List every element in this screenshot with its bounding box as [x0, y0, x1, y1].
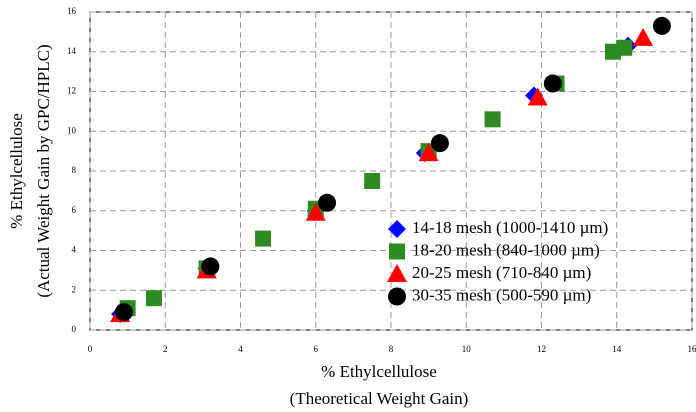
y-tick-label: 12	[67, 86, 76, 96]
point	[364, 172, 381, 189]
point	[318, 193, 337, 212]
y-tick-label: 8	[72, 165, 77, 175]
point	[633, 27, 654, 46]
x-tick-label: 14	[612, 344, 622, 354]
y-tick-label: 14	[67, 46, 77, 56]
y-tick-label: 6	[72, 205, 77, 215]
x-tick-label: 12	[537, 344, 546, 354]
point	[418, 143, 439, 162]
point	[652, 16, 671, 35]
point	[484, 111, 501, 128]
point	[305, 202, 326, 221]
y-tick-label: 2	[72, 284, 77, 294]
x-tick-label: 2	[163, 344, 168, 354]
x-tick-label: 0	[88, 344, 93, 354]
x-axis-title: (Theoretical Weight Gain)	[290, 389, 469, 408]
y-tick-label: 4	[72, 245, 77, 255]
y-tick-label: 10	[67, 125, 77, 135]
point	[114, 303, 133, 322]
y-axis-title: % Ethylcellulose	[7, 113, 26, 229]
legend-label: 20-25 mesh (710-840 µm)	[412, 263, 591, 282]
x-tick-label: 6	[314, 344, 319, 354]
point	[543, 74, 562, 93]
x-tick-label: 16	[688, 344, 696, 354]
legend-marker	[388, 287, 406, 306]
point	[527, 87, 548, 106]
legend-marker	[387, 264, 407, 282]
y-tick-label: 0	[72, 324, 77, 334]
point	[145, 290, 162, 307]
y-tick-label: 16	[67, 6, 77, 16]
x-axis-title: % Ethylcellulose	[321, 362, 437, 381]
point	[255, 230, 272, 247]
legend-label: 30-35 mesh (500-590 µm)	[412, 285, 591, 304]
point	[616, 39, 633, 56]
x-tick-label: 4	[238, 344, 243, 354]
legend-label: 14-18 mesh (1000-1410 µm)	[412, 218, 608, 237]
legend-label: 18-20 mesh (840-1000 µm)	[412, 240, 600, 259]
legend-marker	[388, 220, 406, 238]
point	[430, 134, 449, 153]
x-tick-label: 8	[389, 344, 394, 354]
legend-marker	[389, 243, 405, 260]
y-axis-title: (Actual Weight Gain by GPC/HPLC)	[34, 44, 53, 297]
x-tick-label: 10	[462, 344, 472, 354]
point	[201, 257, 220, 276]
